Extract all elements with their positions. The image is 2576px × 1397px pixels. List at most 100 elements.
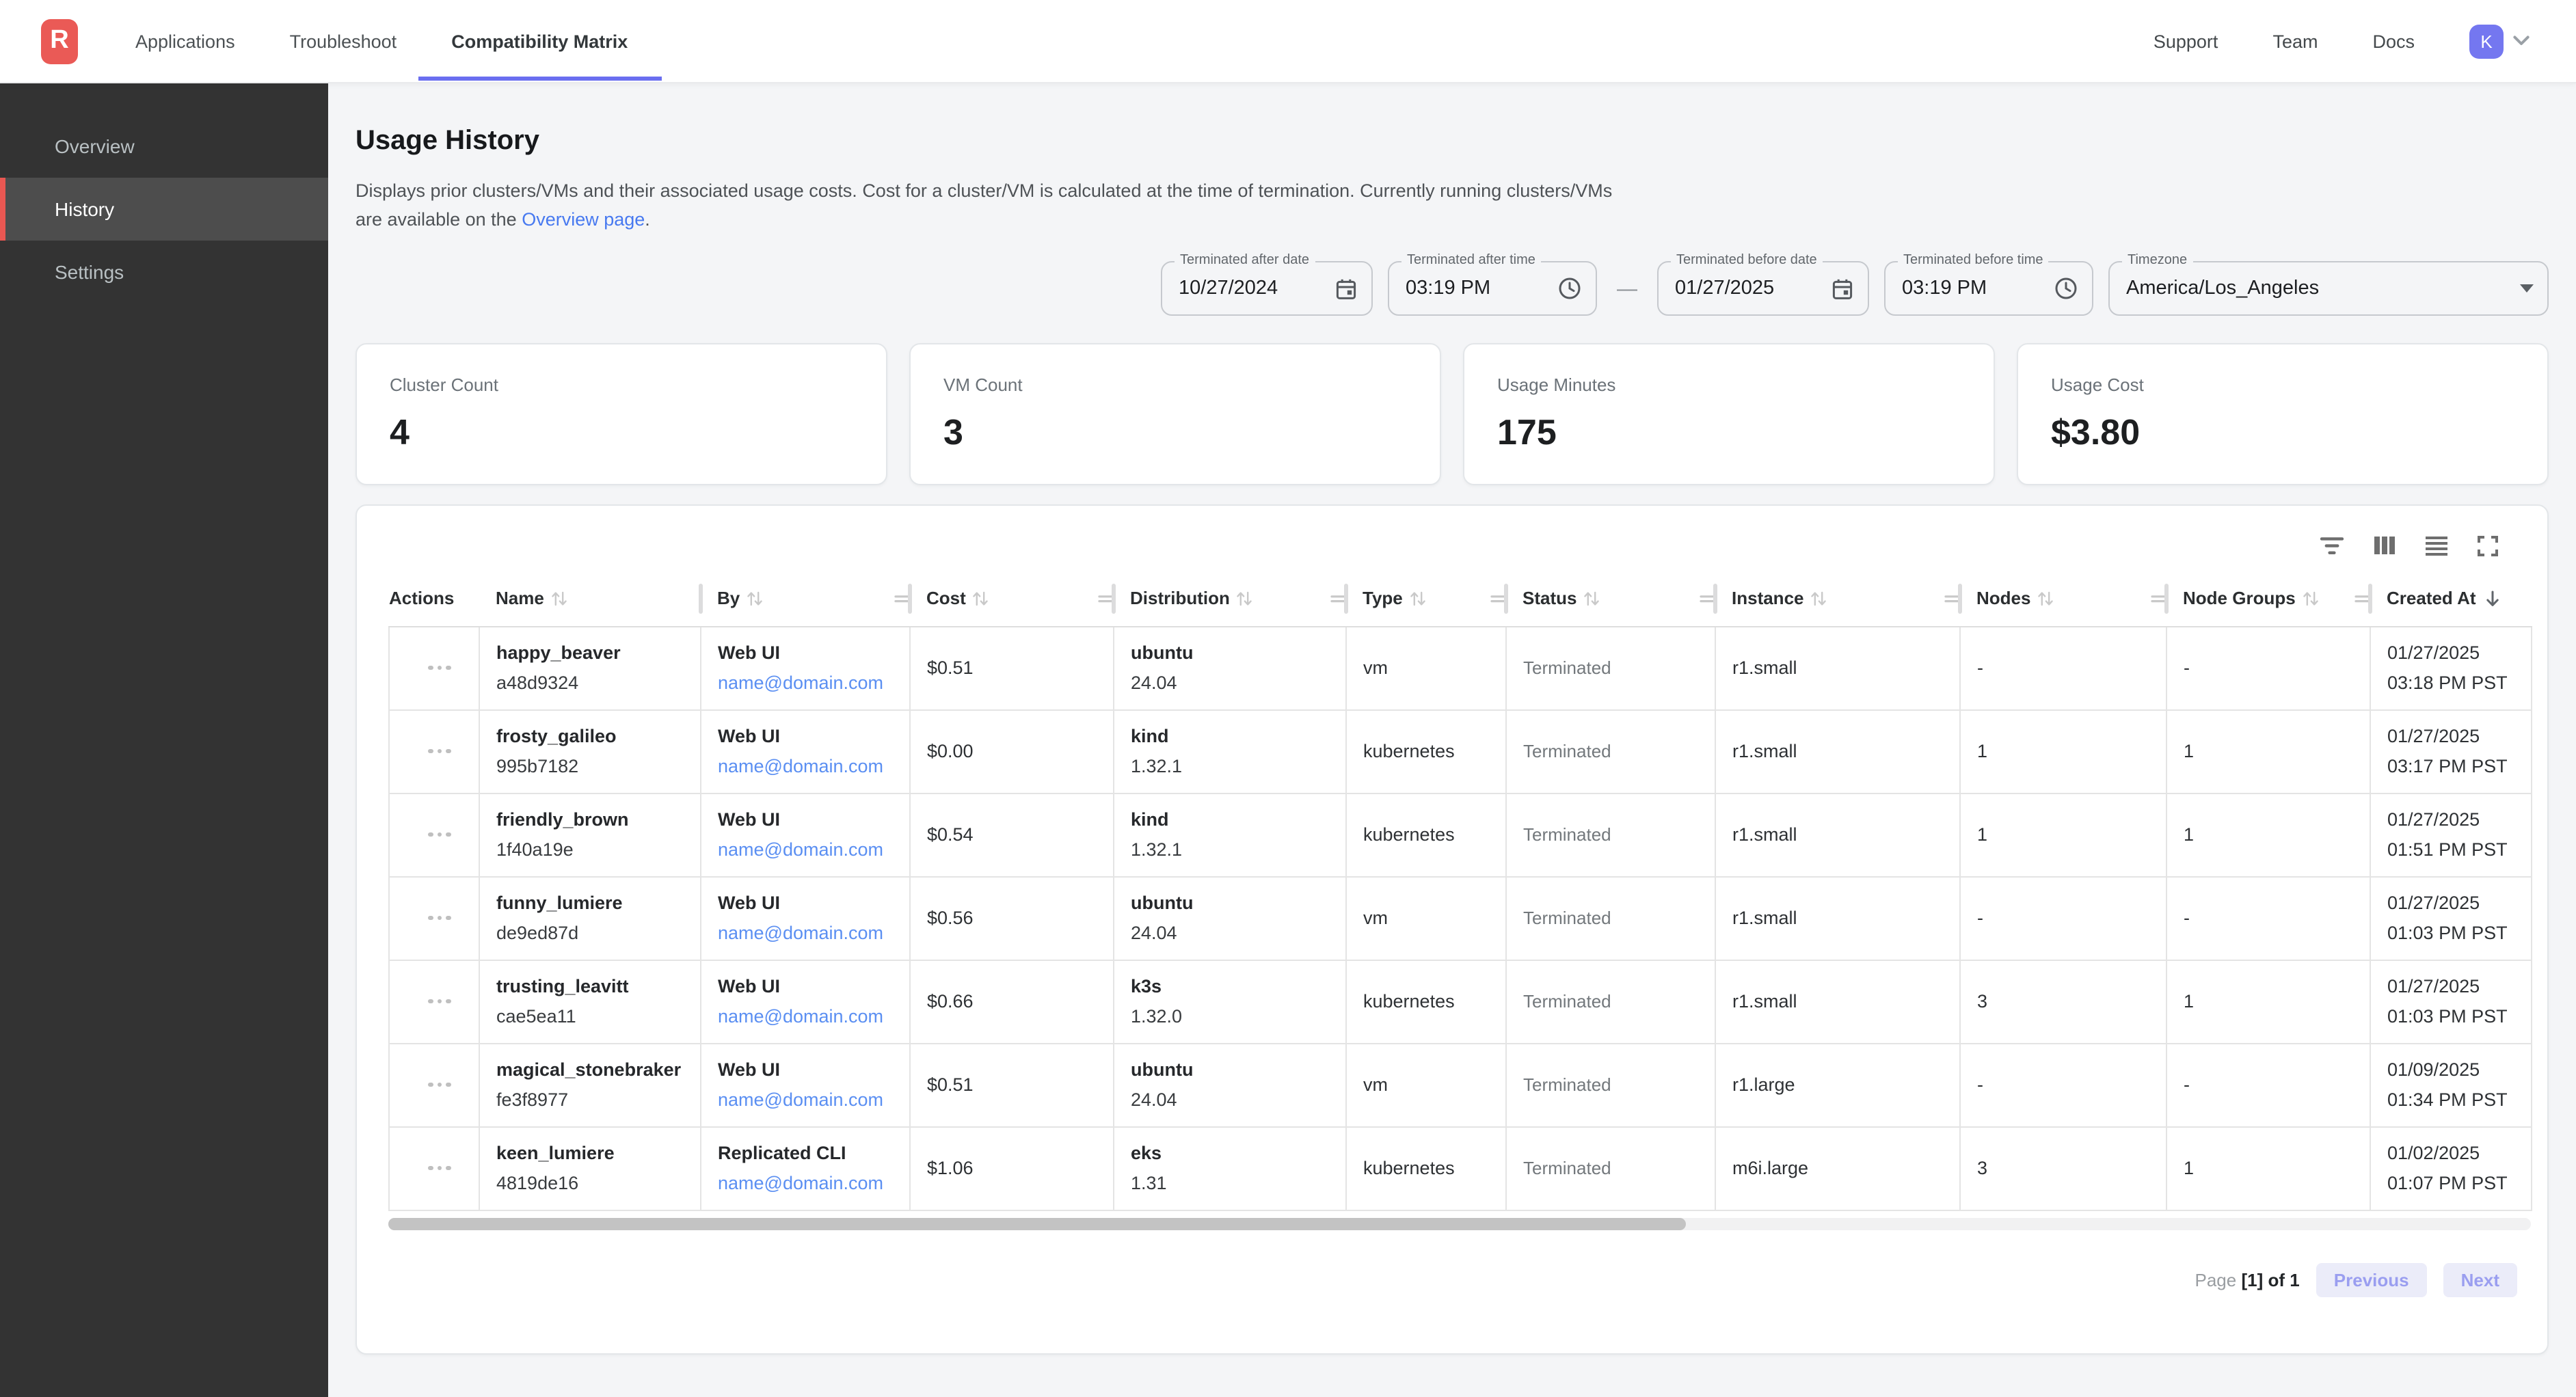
email-link[interactable]: name@domain.com: [718, 839, 883, 860]
column-header-name[interactable]: Name: [479, 571, 701, 626]
usage-history-table: ActionsNameByCostDistributionTypeStatusI…: [388, 571, 2532, 1210]
row-actions-button[interactable]: [406, 999, 473, 1004]
column-header-by[interactable]: By: [701, 571, 910, 626]
distribution-name: ubuntu: [1131, 642, 1340, 663]
column-header-cost[interactable]: Cost: [910, 571, 1114, 626]
tab-troubleshoot[interactable]: Troubleshoot: [290, 0, 397, 82]
tab-compatibility-matrix[interactable]: Compatibility Matrix: [451, 0, 628, 82]
docs-link[interactable]: Docs: [2372, 31, 2415, 51]
created-date: 01/27/2025: [2387, 893, 2525, 913]
row-actions-button[interactable]: [406, 666, 473, 670]
tab-applications[interactable]: Applications: [135, 0, 235, 82]
cell-type: kubernetes: [1346, 793, 1506, 876]
cell-by: Web UIname@domain.com: [701, 626, 910, 709]
column-header-instance[interactable]: Instance: [1715, 571, 1960, 626]
email-link[interactable]: name@domain.com: [718, 756, 883, 776]
account-menu[interactable]: K: [2469, 24, 2530, 58]
team-link[interactable]: Team: [2272, 31, 2318, 51]
column-label: Name: [496, 588, 544, 609]
email-link[interactable]: name@domain.com: [718, 1006, 883, 1027]
date-range-dash: —: [1612, 277, 1642, 300]
terminated-before-time-field[interactable]: Terminated before time 03:19 PM: [1884, 261, 2093, 316]
cell-created-at: 01/27/202501:03 PM PST: [2370, 960, 2532, 1043]
created-by-source: Web UI: [718, 976, 904, 996]
clock-icon[interactable]: [2054, 276, 2078, 301]
logo-letter: R: [50, 26, 68, 56]
node-groups-count: 1: [2184, 824, 2194, 845]
field-value: 03:19 PM: [1902, 277, 2054, 299]
column-header-status[interactable]: Status: [1506, 571, 1715, 626]
row-actions-button[interactable]: [406, 1083, 473, 1087]
column-header-created-at[interactable]: Created At: [2370, 571, 2532, 626]
sidebar-item-settings[interactable]: Settings: [0, 241, 328, 303]
column-header-nodes[interactable]: Nodes: [1960, 571, 2166, 626]
cost-value: $0.00: [927, 741, 974, 761]
next-page-button[interactable]: Next: [2443, 1262, 2517, 1297]
column-header-distribution[interactable]: Distribution: [1114, 571, 1346, 626]
distribution-name: k3s: [1131, 976, 1340, 996]
stat-value: 4: [390, 411, 853, 454]
sidebar-item-overview[interactable]: Overview: [0, 115, 328, 178]
email-link[interactable]: name@domain.com: [718, 1089, 883, 1110]
sidebar-item-history[interactable]: History: [0, 178, 328, 241]
cluster-name: happy_beaver: [496, 642, 695, 663]
column-separator: [698, 584, 702, 614]
density-icon[interactable]: [2426, 535, 2447, 556]
row-actions-button[interactable]: [406, 832, 473, 837]
cost-value: $0.56: [927, 908, 974, 928]
status-value: Terminated: [1523, 1074, 1611, 1095]
row-actions-button[interactable]: [406, 916, 473, 921]
timezone-select[interactable]: Timezone America/Los_Angeles: [2108, 261, 2549, 316]
terminated-before-date-field[interactable]: Terminated before date 01/27/2025: [1657, 261, 1869, 316]
horizontal-scrollbar-thumb[interactable]: [388, 1217, 1686, 1230]
distribution-version: 1.32.1: [1131, 839, 1340, 860]
row-actions-button[interactable]: [406, 749, 473, 754]
cell-type: vm: [1346, 1043, 1506, 1126]
calendar-icon[interactable]: [1334, 277, 1358, 300]
cell-node-groups: 1: [2166, 793, 2370, 876]
row-actions-button[interactable]: [406, 1166, 473, 1171]
stat-value: $3.80: [2051, 411, 2514, 454]
stat-cards: Cluster Count 4 VM Count 3 Usage Minutes…: [355, 343, 2549, 485]
columns-icon[interactable]: [2374, 536, 2396, 555]
horizontal-scrollbar-track[interactable]: [388, 1217, 2531, 1230]
email-link[interactable]: name@domain.com: [718, 923, 883, 943]
chevron-down-icon: [2513, 36, 2530, 46]
cluster-id: fe3f8977: [496, 1089, 695, 1110]
cell-nodes: 3: [1960, 960, 2166, 1043]
cell-node-groups: 1: [2166, 1126, 2370, 1210]
column-header-node-groups[interactable]: Node Groups: [2166, 571, 2370, 626]
distribution-version: 24.04: [1131, 923, 1340, 943]
field-value: 01/27/2025: [1675, 277, 1831, 299]
overview-page-link[interactable]: Overview page: [522, 209, 645, 230]
stat-card-vm-count: VM Count 3: [909, 343, 1441, 485]
filter-icon[interactable]: [2320, 535, 2344, 556]
cell-actions: [389, 709, 479, 793]
calendar-icon[interactable]: [1831, 277, 1854, 300]
support-link[interactable]: Support: [2154, 31, 2218, 51]
email-link[interactable]: name@domain.com: [718, 673, 883, 693]
terminated-after-date-field[interactable]: Terminated after date 10/27/2024: [1161, 261, 1373, 316]
instance-type: r1.small: [1732, 991, 1797, 1012]
cell-nodes: 1: [1960, 793, 2166, 876]
created-date: 01/27/2025: [2387, 642, 2525, 663]
cell-actions: [389, 626, 479, 709]
cell-name: keen_lumiere4819de16: [479, 1126, 701, 1210]
replicated-logo[interactable]: R: [41, 18, 78, 64]
created-time: 01:03 PM PST: [2387, 1006, 2525, 1027]
clock-icon[interactable]: [1557, 276, 1582, 301]
stat-value: 175: [1497, 411, 1961, 454]
column-label: Type: [1363, 588, 1403, 609]
instance-type: r1.small: [1732, 908, 1797, 928]
column-header-type[interactable]: Type: [1346, 571, 1506, 626]
cell-status: Terminated: [1506, 960, 1715, 1043]
fullscreen-icon[interactable]: [2478, 535, 2498, 556]
nav-right: Support Team Docs K: [2154, 24, 2530, 58]
distribution-version: 1.32.1: [1131, 756, 1340, 776]
field-value: 03:19 PM: [1406, 277, 1557, 299]
email-link[interactable]: name@domain.com: [718, 1173, 883, 1193]
terminated-after-time-field[interactable]: Terminated after time 03:19 PM: [1388, 261, 1597, 316]
cell-distribution: ubuntu24.04: [1114, 626, 1346, 709]
cell-actions: [389, 793, 479, 876]
previous-page-button[interactable]: Previous: [2316, 1262, 2427, 1297]
